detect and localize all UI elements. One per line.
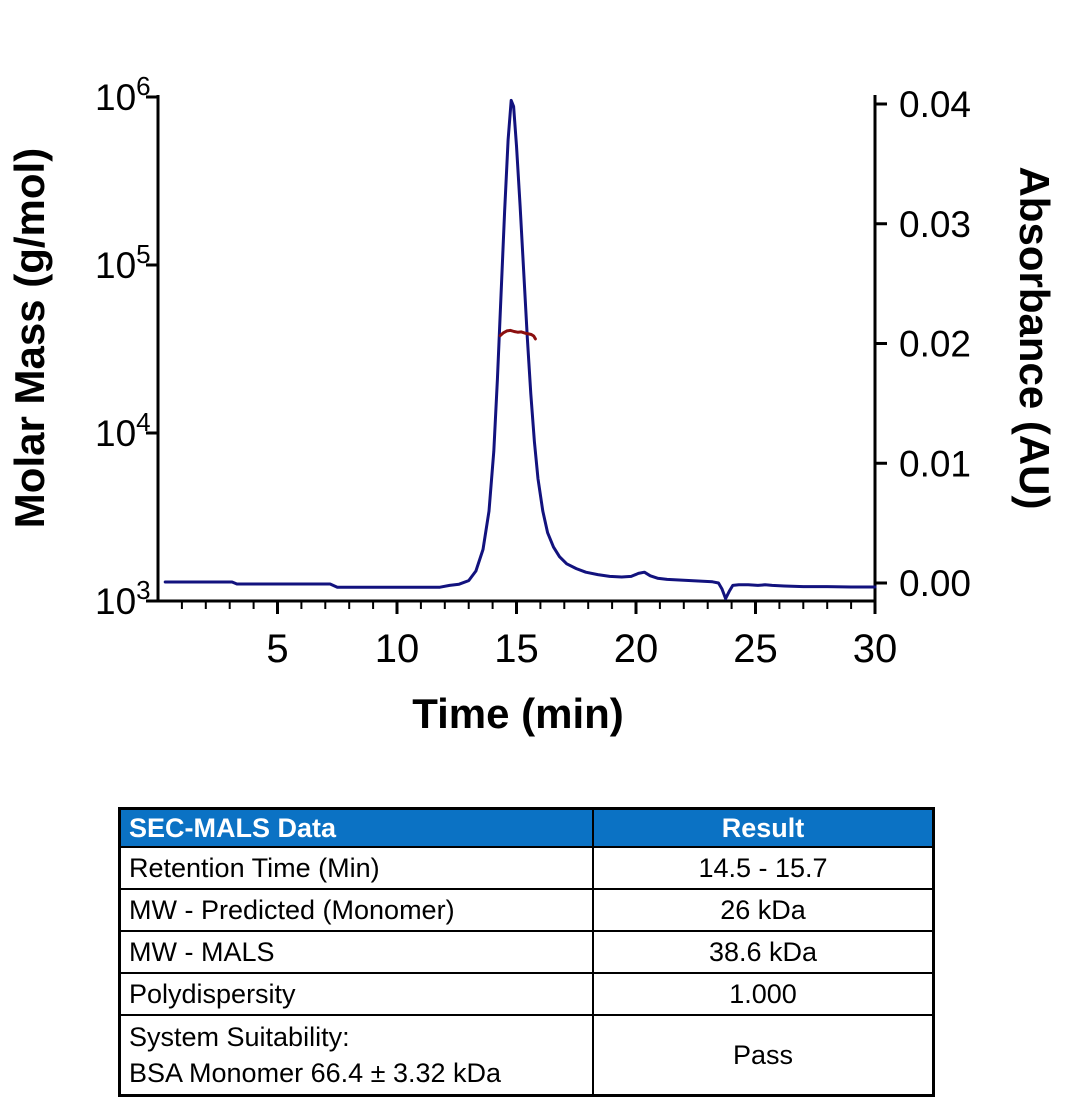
row-label: MW - Predicted (Monomer) — [118, 888, 594, 932]
mals-molar-mass-trace — [498, 328, 537, 341]
row-label-line1: System Suitability: — [129, 1022, 350, 1052]
sec-mals-results-table: SEC-MALS Data Result Retention Time (Min… — [118, 807, 935, 1097]
row-value: Pass — [592, 1014, 935, 1097]
table-row-system-suitability: System Suitability: BSA Monomer 66.4 ± 3… — [118, 1014, 935, 1097]
table-row-retention-time: Retention Time (Min) 14.5 - 15.7 — [118, 846, 935, 890]
table-header-row: SEC-MALS Data Result — [118, 807, 935, 848]
row-value: 1.000 — [592, 972, 935, 1016]
uv-absorbance-trace — [163, 98, 877, 601]
x-axis-tick-label: 30 — [853, 627, 898, 671]
chart-plot-area: 106 105 104 103 0.00 0.01 0.02 0.03 0.04 5 10 15 20 2… — [95, 71, 971, 671]
sec-mals-chart: 106 105 104 103 0.00 0.01 0.02 0.03 0.04 5 10 15 20 2… — [6, 71, 1058, 737]
row-value: 38.6 kDa — [592, 930, 935, 974]
row-label: MW - MALS — [118, 930, 594, 974]
x-axis-tick-label: 25 — [733, 627, 778, 671]
x-axis-title: Time (min) — [412, 690, 624, 737]
right-axis-tick-label: 0.00 — [899, 563, 971, 604]
x-axis-tick-label: 5 — [266, 627, 288, 671]
row-label: Retention Time (Min) — [118, 846, 594, 890]
right-axis-tick-label: 0.01 — [899, 443, 971, 484]
y-axis-title-right: Absorbance (AU) — [1011, 166, 1058, 510]
right-axis-tick-label: 0.04 — [899, 84, 971, 125]
left-axis-tick-label: 104 — [95, 407, 151, 454]
table-header-result: Result — [592, 807, 935, 848]
table-row-polydispersity: Polydispersity 1.000 — [118, 972, 935, 1016]
y-axis-title-left: Molar Mass (g/mol) — [6, 147, 53, 529]
left-axis-tick-label: 106 — [95, 71, 151, 118]
left-axis-tick-label: 103 — [95, 575, 151, 622]
x-axis-tick-label: 15 — [494, 627, 539, 671]
table-row-mw-predicted: MW - Predicted (Monomer) 26 kDa — [118, 888, 935, 932]
x-axis-tick-label: 10 — [375, 627, 420, 671]
right-axis-tick-label: 0.02 — [899, 324, 971, 365]
row-value: 14.5 - 15.7 — [592, 846, 935, 890]
table-header-data: SEC-MALS Data — [118, 807, 594, 848]
row-value: 26 kDa — [592, 888, 935, 932]
x-axis-tick-label: 20 — [614, 627, 659, 671]
right-axis-tick-label: 0.03 — [899, 204, 971, 245]
row-label: Polydispersity — [118, 972, 594, 1016]
left-axis-tick-label: 105 — [95, 239, 151, 286]
table-row-mw-mals: MW - MALS 38.6 kDa — [118, 930, 935, 974]
row-label-line2: BSA Monomer 66.4 ± 3.32 kDa — [129, 1058, 502, 1088]
row-label: System Suitability: BSA Monomer 66.4 ± 3… — [118, 1014, 594, 1097]
